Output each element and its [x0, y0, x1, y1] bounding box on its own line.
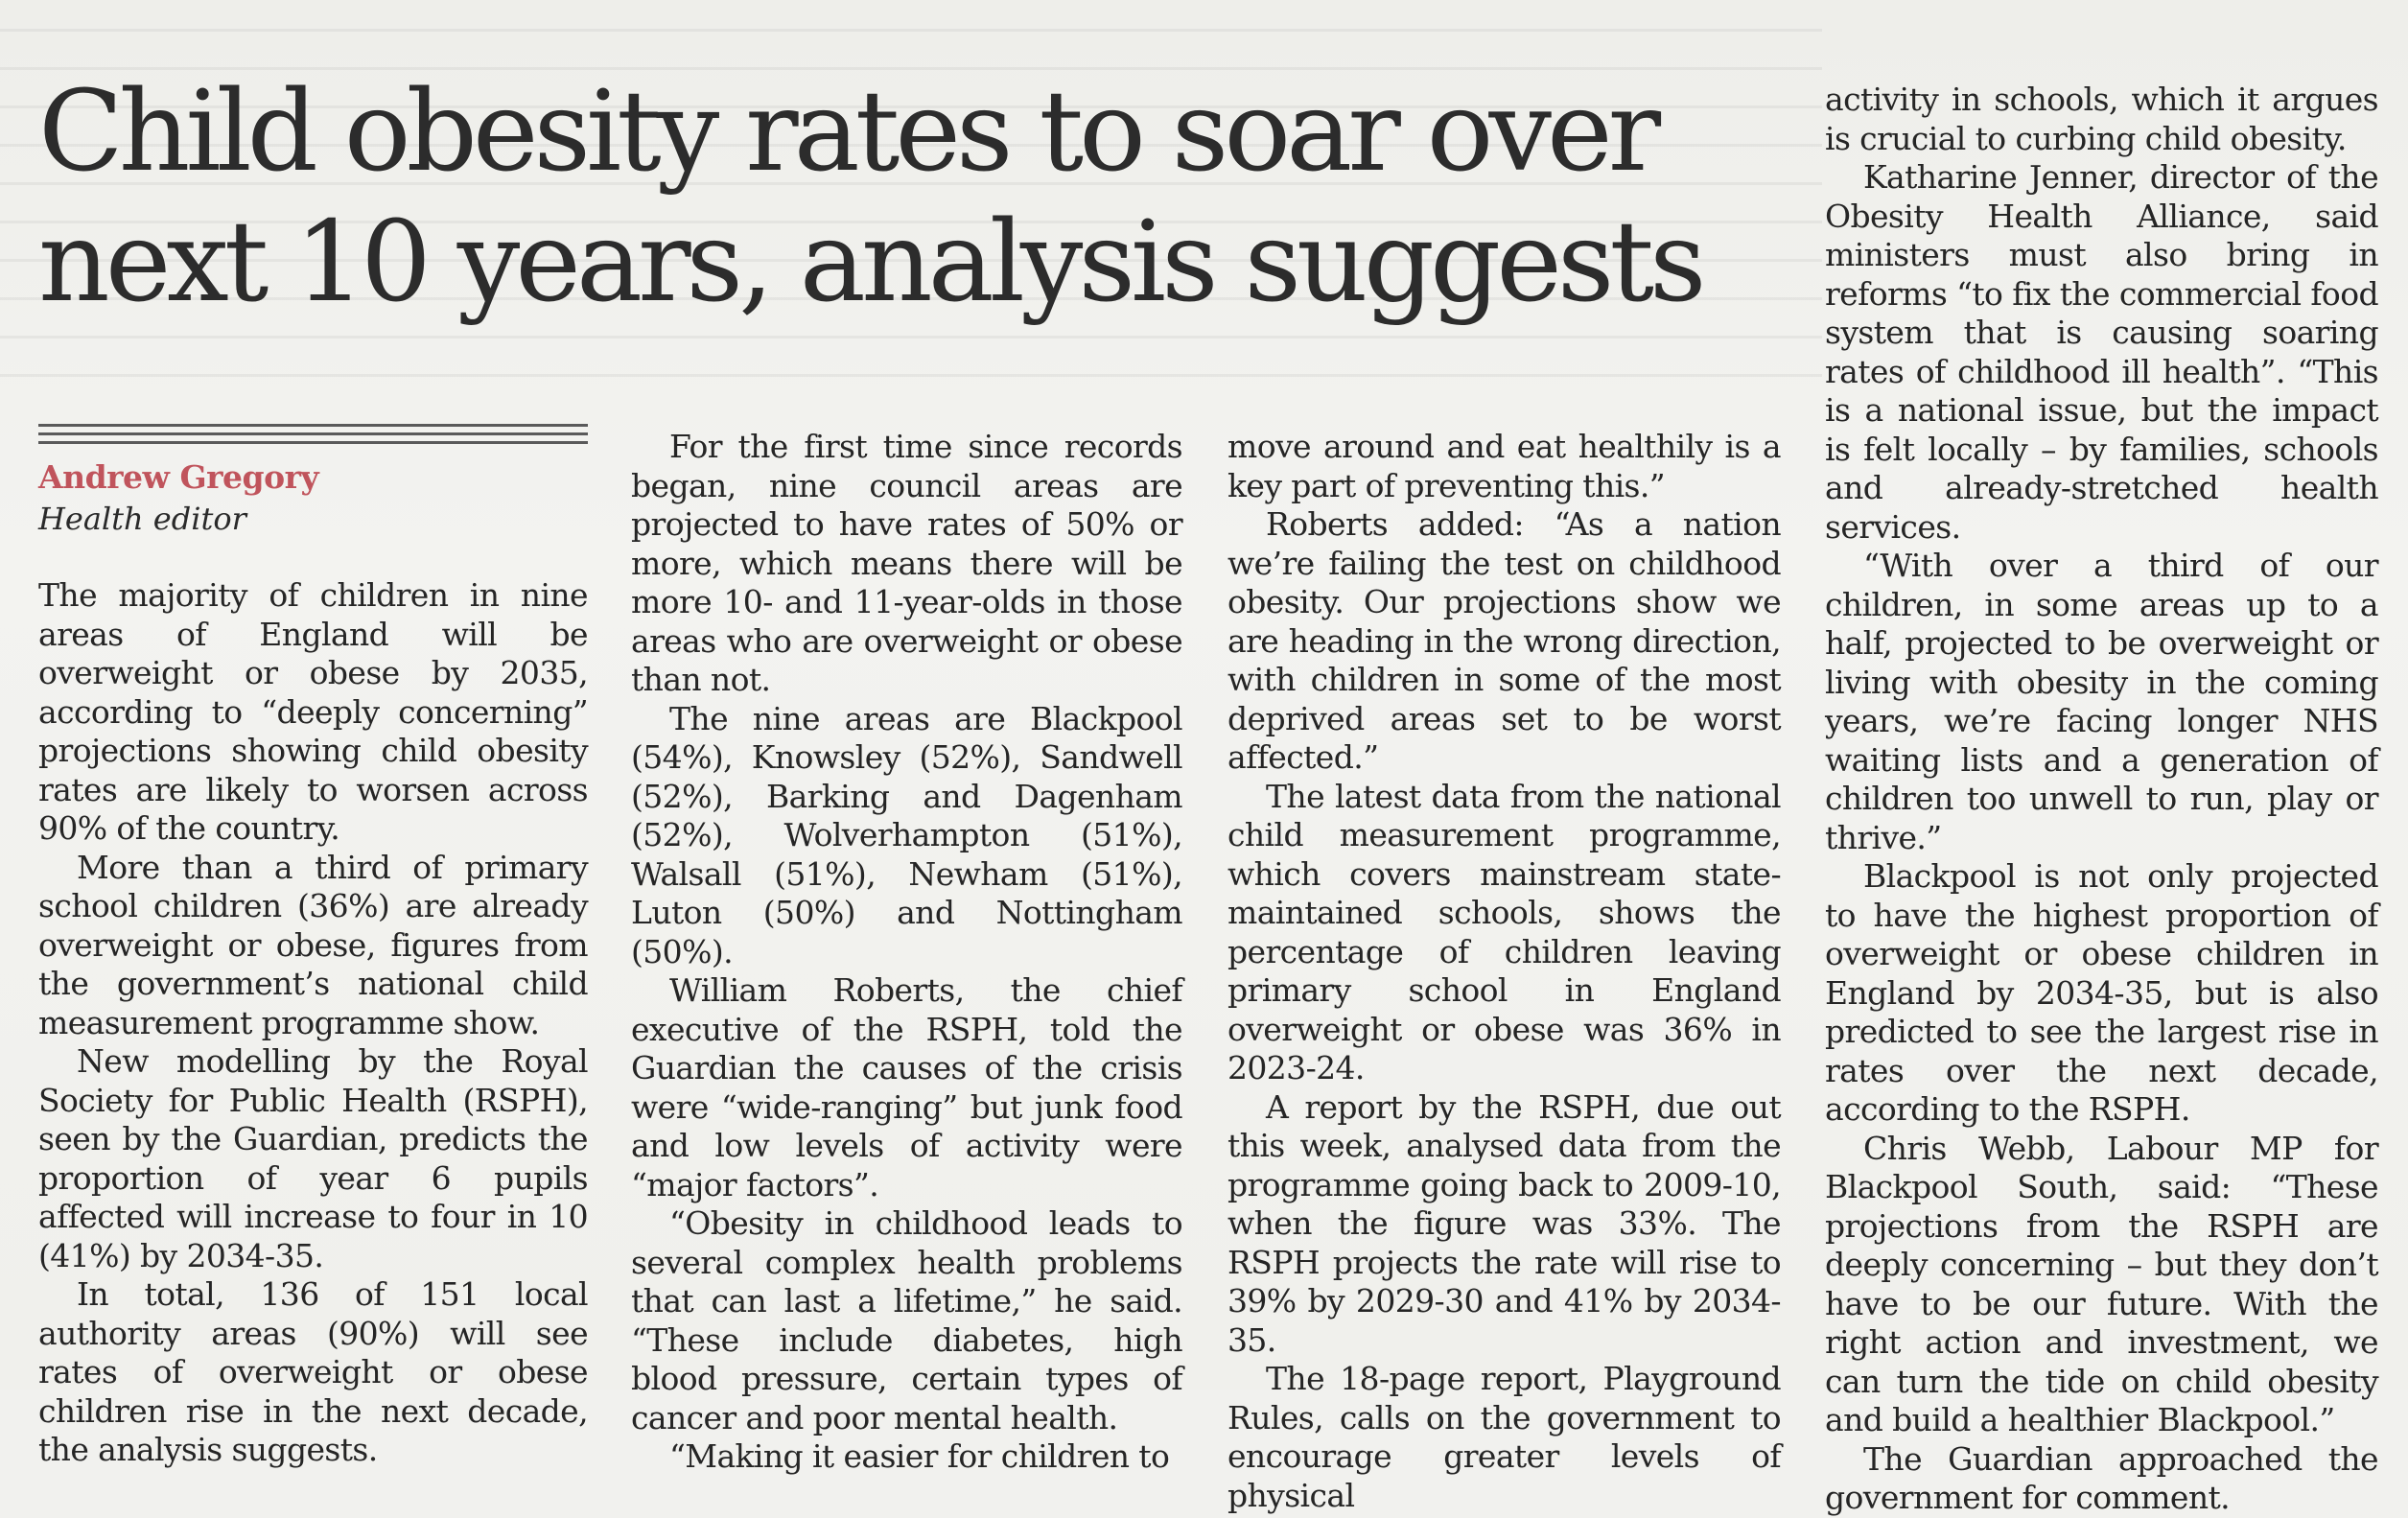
- paragraph: The Guardian approached the government f…: [1825, 1439, 2379, 1517]
- paragraph: The nine areas are Blackpool (54%), Know…: [631, 699, 1183, 970]
- paragraph: For the first time since records began, …: [631, 428, 1183, 698]
- article-column-1: The majority of children in nine areas o…: [38, 576, 589, 1470]
- article-column-3: move around and eat healthily is a key p…: [1227, 428, 1782, 1515]
- rule-line: [38, 441, 588, 444]
- paragraph: A report by the RSPH, due out this week,…: [1227, 1087, 1782, 1359]
- paragraph: “With over a third of our children, in s…: [1825, 547, 2379, 856]
- paragraph: “Making it easier for children to: [669, 1437, 1170, 1475]
- paragraph: The 18-page report, Playground Rules, ca…: [1227, 1360, 1782, 1514]
- paragraph: William Roberts, the chief executive of …: [631, 971, 1183, 1203]
- author-name: Andrew Gregory: [38, 458, 319, 496]
- paragraph: Blackpool is not only projected to have …: [1825, 857, 2379, 1128]
- byline: Andrew Gregory Health editor: [38, 456, 588, 539]
- article-column-4: activity in schools, which it argues is …: [1825, 81, 2379, 1518]
- paragraph: New modelling by the Royal Society for P…: [38, 1042, 589, 1274]
- rule-line: [38, 424, 588, 427]
- paragraph: The majority of children in nine areas o…: [38, 576, 589, 847]
- paragraph: Katharine Jenner, director of the Obesit…: [1825, 158, 2379, 546]
- author-role: Health editor: [38, 501, 246, 537]
- paragraph: “Obesity in childhood leads to several c…: [631, 1204, 1183, 1436]
- paragraph: move around and eat healthily is a key p…: [1227, 428, 1782, 504]
- headline: Child obesity rates to soar over next 10…: [38, 67, 1707, 327]
- rule-line: [38, 432, 588, 435]
- show-through-texture: [0, 0, 1822, 403]
- paragraph: activity in schools, which it argues is …: [1825, 81, 2379, 157]
- paragraph: The latest data from the national child …: [1227, 777, 1782, 1087]
- article-column-2: For the first time since records began, …: [631, 428, 1183, 1477]
- paragraph: Roberts added: “As a nation we’re failin…: [1227, 505, 1782, 776]
- paragraph: More than a third of primary school chil…: [38, 848, 589, 1041]
- paragraph: Chris Webb, Labour MP for Blackpool Sout…: [1825, 1129, 2379, 1439]
- byline-rules: [38, 424, 588, 455]
- paragraph: In total, 136 of 151 local authority are…: [38, 1275, 589, 1468]
